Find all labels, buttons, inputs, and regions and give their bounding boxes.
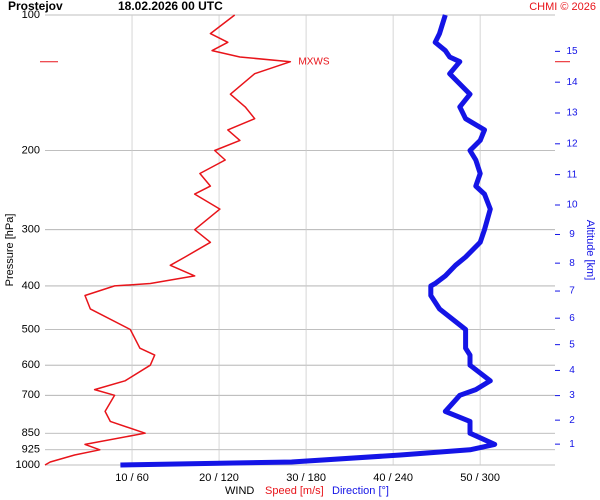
- y2-tick-label: 10: [566, 200, 578, 211]
- y-tick-label: 100: [22, 9, 40, 21]
- credit: CHMI © 2026: [529, 1, 596, 13]
- chart-subtitle: 18.02.2026 00 UTC: [118, 0, 223, 13]
- y2-axis-label: Altitude [km]: [584, 220, 596, 281]
- y2-tick-label: 6: [569, 313, 575, 324]
- y-tick-label: 925: [22, 444, 40, 456]
- y2-tick-label: 14: [566, 77, 578, 88]
- y-tick-label: 500: [22, 323, 40, 335]
- y-tick-label: 1000: [16, 459, 40, 471]
- y2-tick-label: 9: [569, 229, 575, 240]
- x-tick-label: 20 / 120: [199, 472, 239, 484]
- y2-tick-label: 5: [569, 339, 575, 350]
- y-tick-label: 850: [22, 427, 40, 439]
- series-line: [44, 14, 292, 466]
- y-tick-label: 300: [22, 224, 40, 236]
- chart-title: Prostejov: [8, 0, 63, 13]
- y2-tick-label: 1: [569, 439, 575, 450]
- x-axis-label-direction: Direction [°]: [332, 485, 389, 497]
- y-axis-label: Pressure [hPa]: [4, 214, 16, 287]
- y-tick-label: 600: [22, 359, 40, 371]
- y2-tick-label: 11: [567, 169, 578, 180]
- y-tick-label: 200: [22, 144, 40, 156]
- y2-tick-label: 13: [566, 108, 578, 119]
- y2-tick-label: 15: [566, 46, 578, 57]
- y2-tick-label: 2: [569, 415, 575, 426]
- x-tick-label: 30 / 180: [286, 472, 326, 484]
- y-tick-label: 400: [22, 280, 40, 292]
- x-tick-label: 50 / 300: [460, 472, 500, 484]
- y2-tick-label: 4: [569, 365, 575, 376]
- x-tick-label: 40 / 240: [373, 472, 413, 484]
- y2-tick-label: 3: [569, 390, 575, 401]
- series-line: [120, 14, 498, 468]
- annotation: MXWS: [298, 56, 329, 67]
- x-tick-label: 10 / 60: [115, 472, 149, 484]
- y2-tick-label: 8: [569, 258, 575, 269]
- y2-tick-label: 7: [569, 286, 575, 297]
- y2-tick-label: 12: [566, 138, 578, 149]
- x-axis-label-speed: Speed [m/s]: [265, 485, 324, 497]
- x-axis-label: WIND: [225, 485, 254, 497]
- y-tick-label: 700: [22, 389, 40, 401]
